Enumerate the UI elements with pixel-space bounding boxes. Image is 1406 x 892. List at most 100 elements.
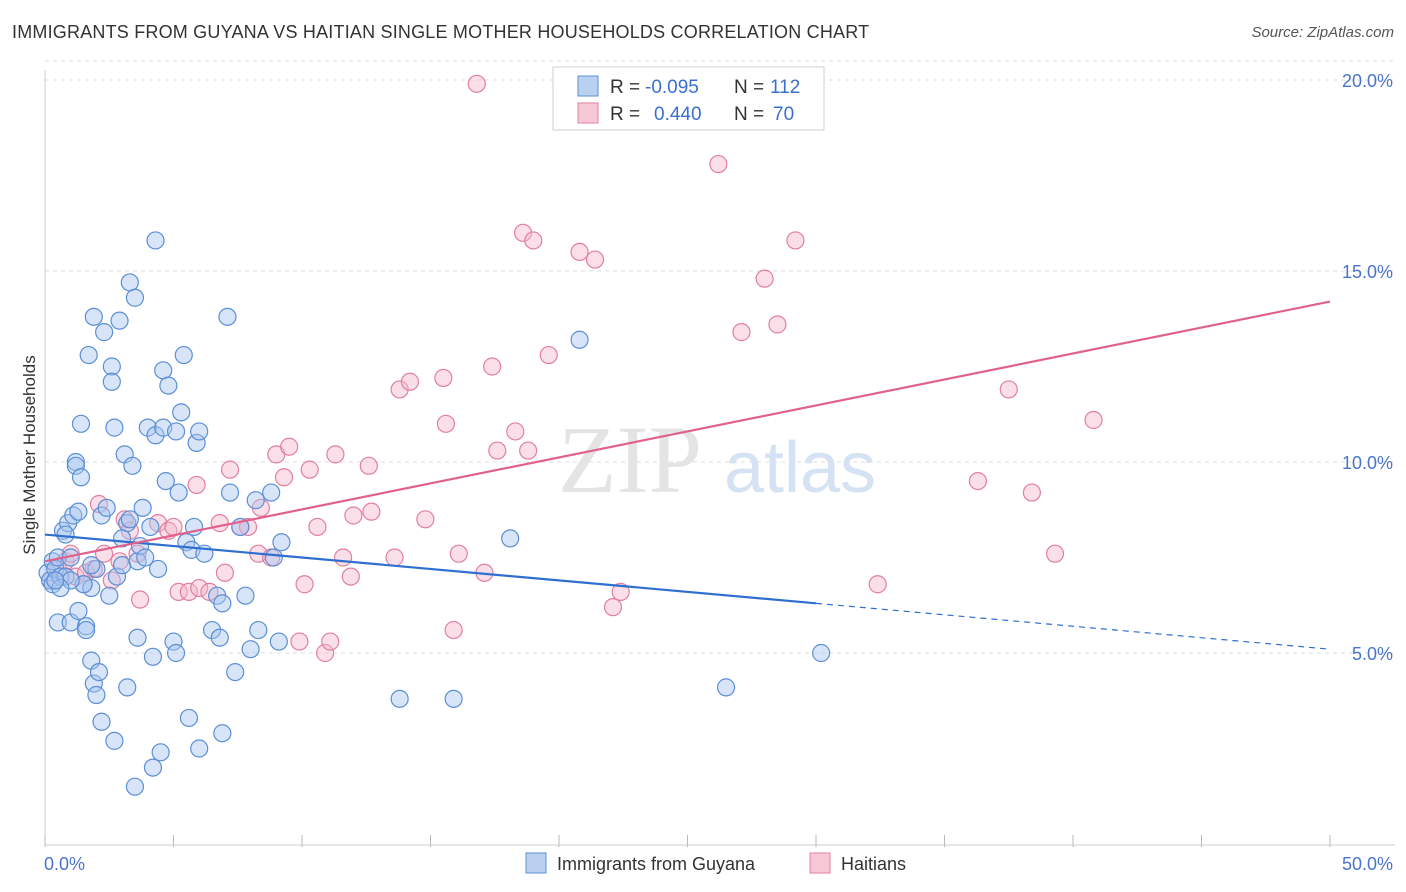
guyana-point xyxy=(218,307,237,326)
guyana-point xyxy=(82,556,101,575)
guyana-point xyxy=(105,731,124,750)
haitians-point xyxy=(390,380,409,399)
guyana-point xyxy=(501,529,520,548)
guyana-point xyxy=(123,456,142,475)
haitians-point xyxy=(316,643,335,663)
haitians-point xyxy=(434,368,453,388)
guyana-point xyxy=(154,361,173,380)
guyana-point xyxy=(812,643,831,663)
guyana-point xyxy=(128,628,147,647)
guyana-point xyxy=(236,586,255,605)
haitians-point xyxy=(341,567,360,586)
legend-r-label-2: R = xyxy=(610,104,640,125)
guyana-trend-line-dashed xyxy=(815,602,1331,650)
haitians-point xyxy=(274,468,294,487)
source-label: Source: ZipAtlas.com xyxy=(1251,24,1394,41)
guyana-point xyxy=(95,323,114,342)
haitians-point xyxy=(400,372,420,391)
legend-r-value-1: -0.095 xyxy=(645,77,699,98)
guyana-point xyxy=(187,433,206,452)
guyana-point xyxy=(146,231,165,250)
guyana-point xyxy=(148,559,168,579)
guyana-point xyxy=(77,617,96,636)
guyana-point xyxy=(241,640,260,659)
guyana-point xyxy=(272,533,291,552)
legend-swatch-haitians xyxy=(577,102,599,124)
guyana-point xyxy=(56,525,75,544)
guyana-point xyxy=(226,662,245,682)
haitians-point xyxy=(344,506,363,525)
guyana-point xyxy=(172,403,191,422)
guyana-point xyxy=(444,689,463,708)
guyana-point xyxy=(164,632,183,651)
guyana-point xyxy=(89,662,109,682)
guyana-point xyxy=(69,502,88,521)
legend-n-label-1: N = xyxy=(734,77,764,98)
legend-r-value-2: 0.440 xyxy=(654,104,702,125)
guyana-point xyxy=(110,311,129,330)
guyana-point xyxy=(190,739,209,758)
guyana-point xyxy=(249,620,268,640)
guyana-point xyxy=(262,483,281,502)
haitians-point xyxy=(1045,544,1065,563)
guyana-point xyxy=(120,273,139,292)
guyana-point xyxy=(269,632,288,651)
guyana-point xyxy=(246,491,265,510)
haitians-point xyxy=(603,598,623,617)
haitians-point xyxy=(513,223,533,242)
haitians-point xyxy=(334,548,353,567)
haitians-point xyxy=(868,575,887,594)
guyana-point xyxy=(210,628,229,647)
guyana-point xyxy=(159,376,178,395)
guyana-point xyxy=(97,498,116,517)
haitians-point xyxy=(768,315,787,334)
guyana-point xyxy=(213,594,232,613)
haitians-point xyxy=(326,445,345,464)
guyana-point xyxy=(125,777,145,796)
haitians-points xyxy=(41,74,1103,663)
haitians-point xyxy=(321,632,340,651)
legend-n-label-2: N = xyxy=(734,104,764,125)
haitians-point xyxy=(308,517,327,537)
guyana-point xyxy=(213,724,232,743)
guyana-point xyxy=(48,613,67,632)
legend: R = -0.095 N = 112 R = 0.440 N = 70 xyxy=(552,66,825,131)
guyana-point xyxy=(390,689,409,708)
guyana-point xyxy=(156,472,175,491)
x-tick-label-1: 50.0% xyxy=(1342,854,1393,874)
bottom-legend-swatch-haitians xyxy=(809,852,831,874)
guyana-point xyxy=(112,556,132,575)
watermark-zip: ZIP xyxy=(558,406,702,513)
haitians-point xyxy=(483,357,502,376)
bottom-legend-swatch-guyana xyxy=(525,852,547,874)
bottom-legend-label-haitians: Haitians xyxy=(841,854,906,874)
guyana-point xyxy=(79,345,98,365)
guyana-point xyxy=(190,422,209,441)
haitians-point xyxy=(524,231,543,250)
haitians-point xyxy=(999,380,1018,399)
haitians-point xyxy=(238,517,258,537)
haitians-point xyxy=(1022,483,1041,502)
guyana-point xyxy=(100,586,119,605)
haitians-point xyxy=(295,575,314,594)
bottom-legend-label-guyana: Immigrants from Guyana xyxy=(557,854,756,874)
guyana-point xyxy=(84,307,103,326)
guyana-point xyxy=(66,456,85,475)
haitians-point xyxy=(359,456,378,475)
guyana-point xyxy=(169,483,188,502)
haitians-point xyxy=(179,582,199,601)
haitians-point xyxy=(280,437,299,456)
guyana-point xyxy=(264,548,283,567)
haitians-point xyxy=(290,632,309,651)
guyana-point xyxy=(84,674,103,693)
haitians-point xyxy=(436,414,456,433)
guyana-point xyxy=(143,647,163,666)
haitians-point xyxy=(187,475,206,495)
guyana-point xyxy=(166,643,186,663)
haitians-point xyxy=(570,242,589,261)
haitians-point xyxy=(539,345,558,365)
guyana-point xyxy=(716,678,736,697)
watermark-atlas: atlas xyxy=(724,428,876,508)
guyana-point xyxy=(125,288,145,307)
